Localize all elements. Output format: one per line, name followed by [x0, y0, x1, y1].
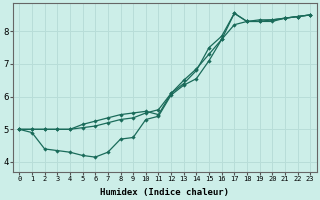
- X-axis label: Humidex (Indice chaleur): Humidex (Indice chaleur): [100, 188, 229, 197]
